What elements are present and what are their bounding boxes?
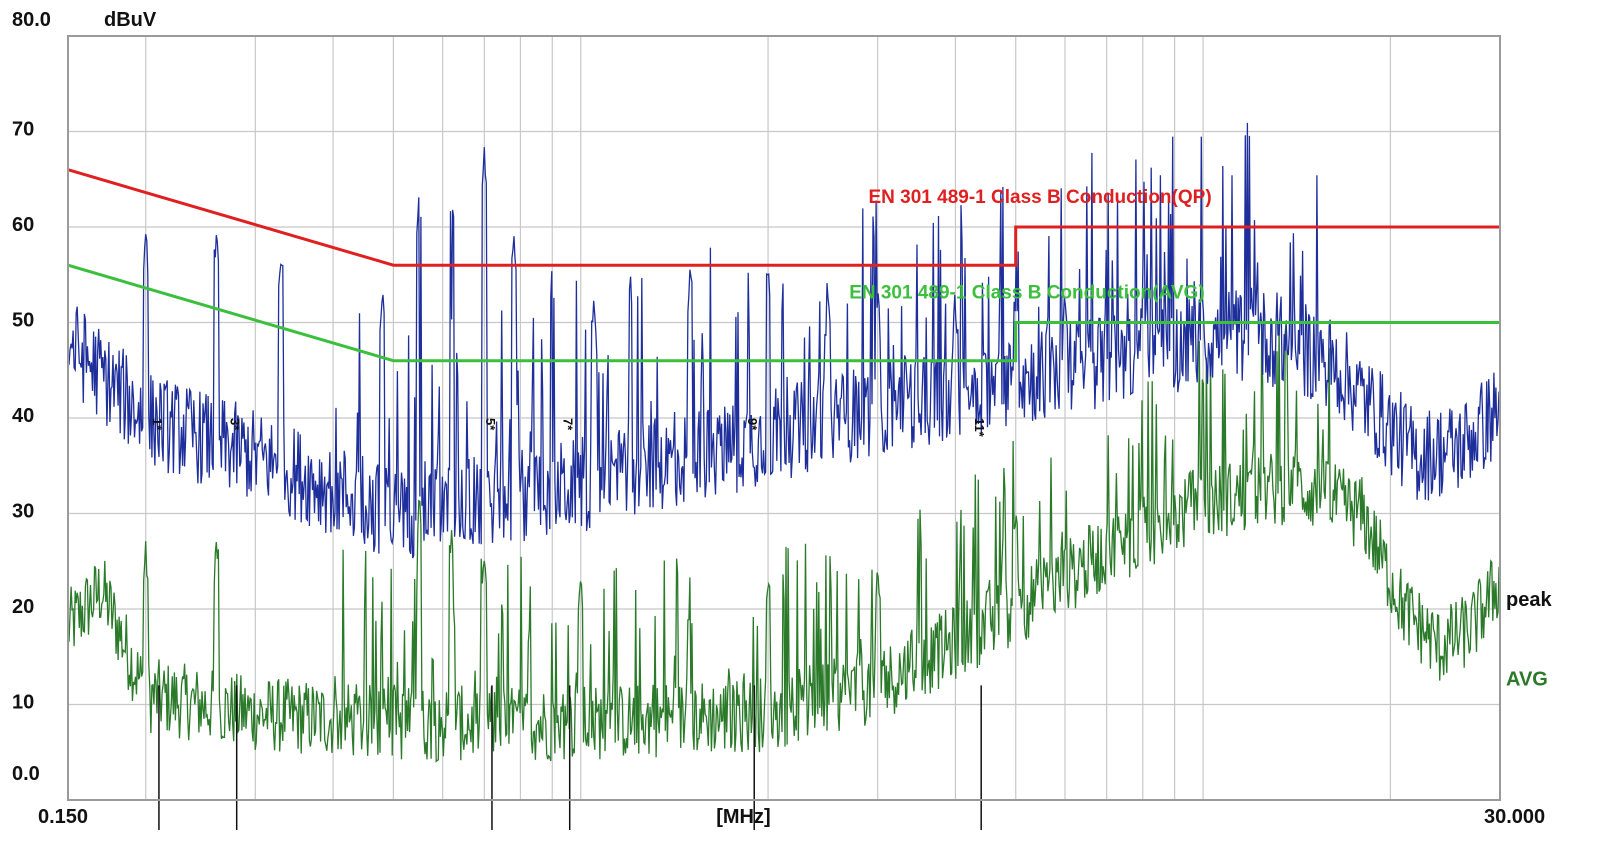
marker-label: 7*: [561, 418, 576, 431]
y-axis-ticks: 80.0 70 60 50 40 30 20 10 0.0: [12, 9, 51, 785]
y-tick-label: 60: [12, 214, 34, 236]
qp-limit-label: EN 301 489-1 Class B Conduction(QP): [869, 187, 1212, 208]
marker-label: 1*: [150, 418, 165, 431]
y-tick-label: 80.0: [12, 9, 51, 31]
traces: [67, 122, 1501, 763]
y-tick-label: 70: [12, 119, 34, 141]
y-tick-label: 30: [12, 501, 34, 523]
y-tick-label: 10: [12, 692, 34, 714]
x-tick-max: 30.000: [1484, 806, 1545, 828]
marker-label: 11*: [972, 418, 987, 438]
marker-label: 3*: [228, 418, 243, 431]
avg-limit-line: [67, 263, 1500, 363]
y-tick-label: 20: [12, 596, 34, 618]
peak-trace-label: peak: [1506, 589, 1552, 611]
markers: 1* 3* 5* 7* 9* 11*: [150, 418, 987, 830]
x-axis-label: [MHz]: [716, 806, 770, 828]
qp-limit-line: [67, 168, 1500, 267]
x-tick-min: 0.150: [38, 806, 88, 828]
y-tick-label: 50: [12, 310, 34, 332]
avg-trace: [67, 320, 1501, 763]
avg-trace-label: AVG: [1506, 668, 1548, 690]
y-tick-label: 40: [12, 405, 34, 427]
marker-label: 5*: [483, 418, 498, 431]
y-axis-label: dBuV: [104, 9, 157, 31]
y-tick-label: 0.0: [12, 763, 40, 785]
avg-limit-label: EN 301 489-1 Class B Conduction(AVG): [849, 283, 1204, 304]
plot-frame: [67, 35, 1501, 801]
marker-label: 9*: [745, 418, 760, 431]
